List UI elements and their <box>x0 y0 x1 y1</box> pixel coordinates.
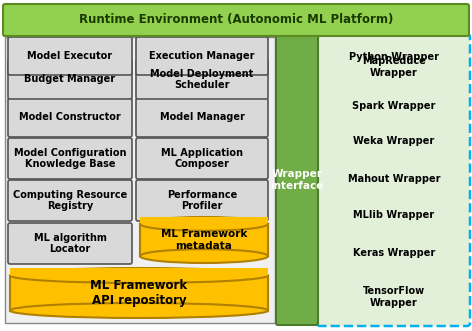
Text: Model Constructor: Model Constructor <box>19 113 121 122</box>
FancyBboxPatch shape <box>321 123 467 160</box>
FancyBboxPatch shape <box>5 37 275 323</box>
Text: Spark Wrapper: Spark Wrapper <box>352 101 436 111</box>
FancyBboxPatch shape <box>136 60 268 99</box>
FancyBboxPatch shape <box>276 35 318 325</box>
FancyBboxPatch shape <box>317 34 470 326</box>
FancyBboxPatch shape <box>136 37 268 75</box>
Text: Runtime Environment (Autonomic ML Platform): Runtime Environment (Autonomic ML Platfo… <box>79 14 393 26</box>
Text: Model Manager: Model Manager <box>160 113 244 122</box>
Text: MLlib Wrapper: MLlib Wrapper <box>354 211 435 220</box>
FancyBboxPatch shape <box>321 160 467 197</box>
Text: Mahout Wrapper: Mahout Wrapper <box>348 173 440 183</box>
Text: ML Application
Composer: ML Application Composer <box>161 148 243 169</box>
Text: Model Configuration
Knowledge Base: Model Configuration Knowledge Base <box>14 148 126 169</box>
Text: Execution Manager: Execution Manager <box>149 51 255 61</box>
FancyBboxPatch shape <box>321 273 467 321</box>
FancyBboxPatch shape <box>321 234 467 271</box>
FancyBboxPatch shape <box>8 223 132 264</box>
Bar <box>140 217 268 224</box>
Text: Model Deployment
Scheduler: Model Deployment Scheduler <box>151 69 253 90</box>
Text: Keras Wrapper: Keras Wrapper <box>353 248 435 258</box>
FancyBboxPatch shape <box>8 60 132 99</box>
FancyBboxPatch shape <box>8 37 132 75</box>
FancyBboxPatch shape <box>321 45 467 89</box>
Text: ML algorithm
Locator: ML algorithm Locator <box>34 233 107 254</box>
Bar <box>10 275 268 310</box>
Text: Budget Manager: Budget Manager <box>25 74 116 84</box>
FancyBboxPatch shape <box>321 197 467 234</box>
FancyBboxPatch shape <box>321 39 467 75</box>
FancyBboxPatch shape <box>136 138 268 179</box>
Text: MapReduce
Wrapper: MapReduce Wrapper <box>362 56 426 78</box>
Ellipse shape <box>10 268 268 283</box>
Text: Computing Resource
Registry: Computing Resource Registry <box>13 190 127 211</box>
FancyBboxPatch shape <box>8 98 132 137</box>
FancyBboxPatch shape <box>321 89 467 123</box>
Text: Model Executor: Model Executor <box>27 51 112 61</box>
FancyBboxPatch shape <box>8 180 132 221</box>
Text: Performance
Profiler: Performance Profiler <box>167 190 237 211</box>
Text: Weka Wrapper: Weka Wrapper <box>354 136 435 147</box>
FancyBboxPatch shape <box>3 4 469 36</box>
Text: ML Framework
metadata: ML Framework metadata <box>161 229 247 251</box>
FancyBboxPatch shape <box>136 98 268 137</box>
FancyBboxPatch shape <box>8 138 132 179</box>
Bar <box>140 224 268 256</box>
FancyBboxPatch shape <box>136 180 268 221</box>
Text: Wrapper
interface: Wrapper interface <box>270 169 324 191</box>
Ellipse shape <box>140 217 268 231</box>
Text: Python Wrapper: Python Wrapper <box>349 52 439 62</box>
Bar <box>10 268 268 275</box>
Ellipse shape <box>10 303 268 318</box>
Text: TensorFlow
Wrapper: TensorFlow Wrapper <box>363 286 425 308</box>
Ellipse shape <box>140 249 268 263</box>
Text: ML Framework
API repository: ML Framework API repository <box>91 279 187 307</box>
